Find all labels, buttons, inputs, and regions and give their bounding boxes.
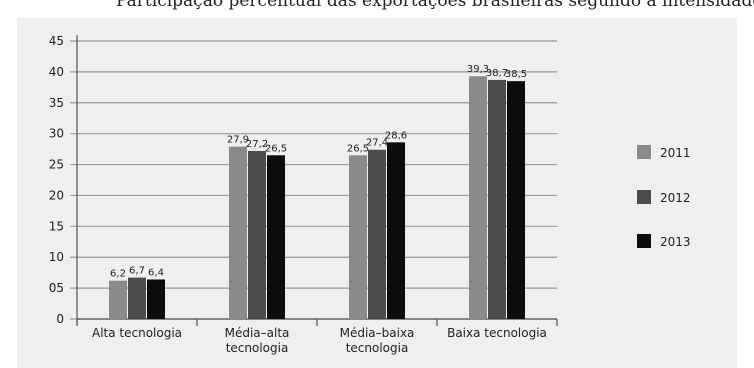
data-label: 26,5: [347, 143, 369, 154]
x-category-label: tecnologia: [226, 341, 289, 355]
top-caption-strip: Participação percentual das exportações …: [0, 0, 754, 18]
bar: [128, 277, 146, 319]
data-label: 28,6: [385, 130, 407, 141]
legend-swatch: [637, 234, 651, 248]
y-tick-label: 15: [49, 219, 64, 233]
bar: [507, 81, 525, 320]
data-label: 38,7: [486, 68, 508, 79]
bar: [387, 142, 405, 319]
x-category-label: Baixa tecnologia: [447, 326, 547, 340]
data-label: 39,3: [467, 64, 489, 75]
y-tick-label: 25: [49, 158, 64, 172]
x-category-label: Alta tecnologia: [92, 326, 182, 340]
legend-swatch: [637, 145, 651, 159]
cut-off-caption: Participação percentual das exportações …: [116, 0, 754, 11]
y-tick-label: 45: [49, 34, 64, 48]
bar: [147, 279, 165, 319]
bar: [109, 280, 127, 319]
y-tick-label: 10: [49, 250, 64, 264]
bar: [469, 76, 487, 319]
data-label: 6,2: [110, 269, 126, 280]
data-label: 6,7: [129, 266, 145, 277]
bar: [349, 155, 367, 319]
data-label: 6,4: [148, 267, 164, 278]
y-tick-label: 20: [49, 188, 64, 202]
legend-label: 2012: [660, 191, 691, 205]
data-label: 27,2: [246, 139, 268, 150]
data-label: 26,5: [265, 143, 287, 154]
data-label: 27,9: [227, 135, 249, 146]
y-tick-label: 30: [49, 127, 64, 141]
y-tick-label: 35: [49, 96, 64, 110]
data-label: 27,4: [366, 138, 388, 149]
bar: [368, 149, 386, 319]
x-category-label: Média–alta: [225, 326, 290, 340]
bar: [248, 150, 266, 319]
bar: [488, 79, 506, 319]
y-tick-label: 0: [56, 312, 64, 326]
legend-label: 2013: [660, 235, 691, 249]
y-tick-label: 40: [49, 65, 64, 79]
y-tick-label: 05: [49, 281, 64, 295]
x-category-label: tecnologia: [346, 341, 409, 355]
x-category-label: Média–baixa: [340, 326, 415, 340]
data-label: 38,5: [505, 69, 527, 80]
legend-label: 2011: [660, 146, 691, 160]
bar: [229, 146, 247, 319]
bar: [267, 155, 285, 319]
legend-swatch: [637, 190, 651, 204]
